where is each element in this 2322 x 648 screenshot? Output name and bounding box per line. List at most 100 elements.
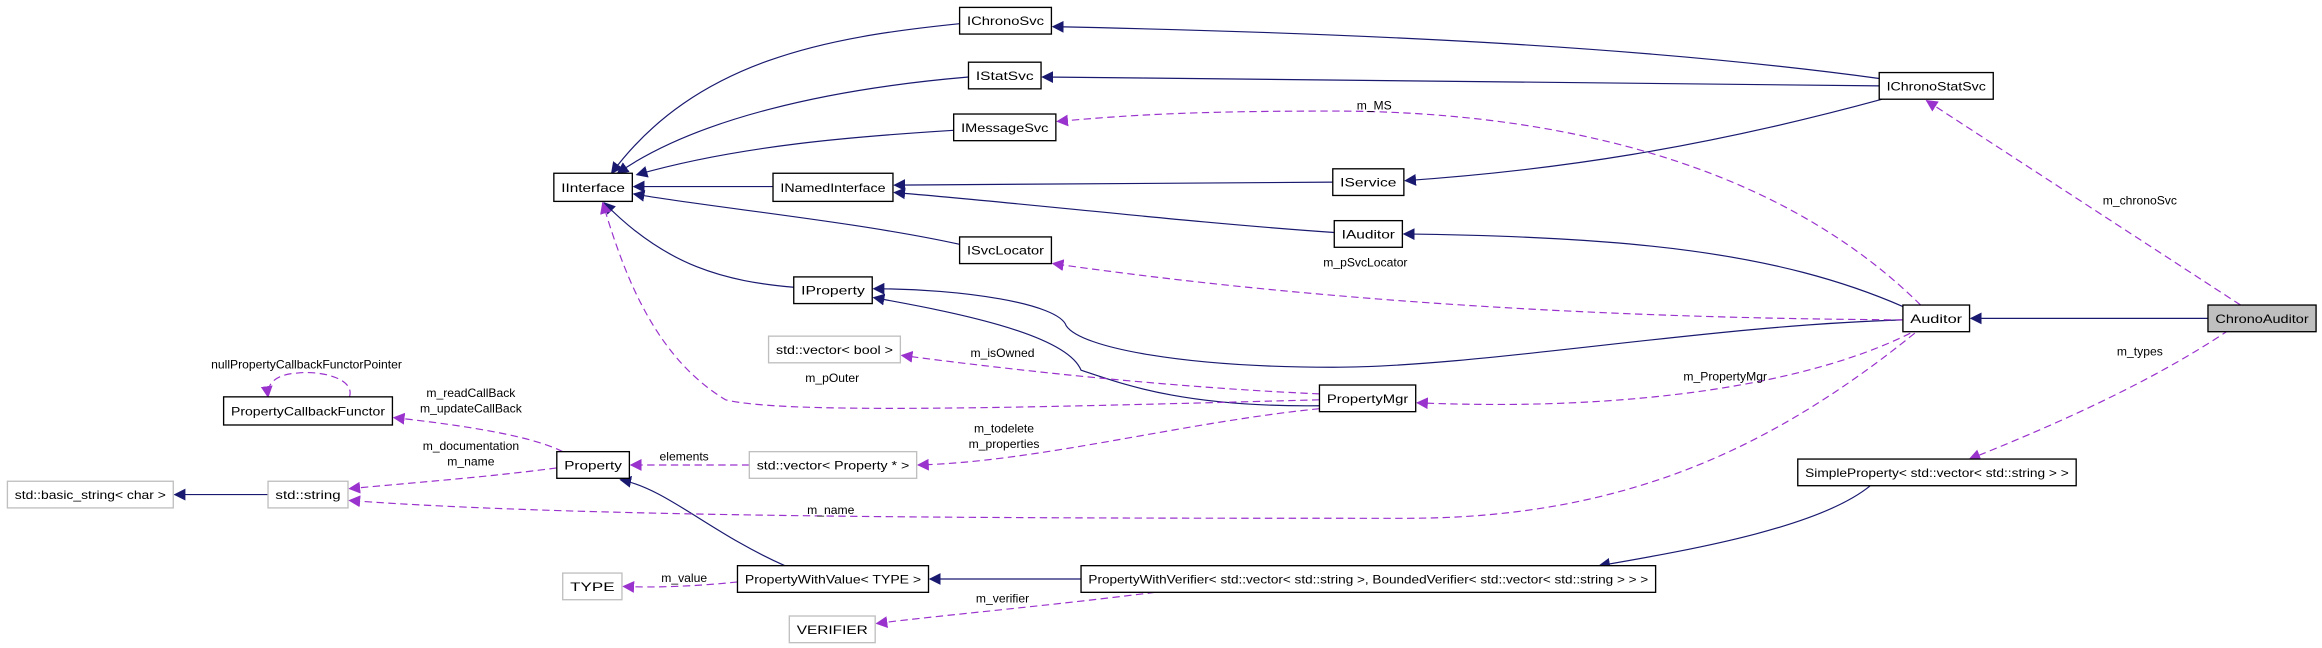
node-label: std::vector< bool > <box>776 343 893 357</box>
node-box <box>6 480 174 509</box>
inheritance-edge-isvclocator-to-iinterface <box>632 189 960 245</box>
node-vecbool: std::vector< bool > <box>767 335 902 364</box>
node-basicstring: std::basic_string< char > <box>6 480 174 509</box>
edge-label: m_chronoSvc <box>2103 193 2177 207</box>
node-isvclocator[interactable]: ISvcLocator <box>958 236 1053 265</box>
node-propertywithverifier[interactable]: PropertyWithVerifier< std::vector< std::… <box>1080 565 1657 593</box>
node-iauditor[interactable]: IAuditor <box>1333 219 1404 248</box>
edge-label: m_PropertyMgr <box>1683 370 1767 384</box>
node-iservice[interactable]: IService <box>1332 168 1405 197</box>
usage-edge-auditor-to-propertymgr <box>1416 332 1911 410</box>
node-propertywithvalue[interactable]: PropertyWithValue< TYPE > <box>736 565 930 593</box>
edge-label: m_readCallBack <box>426 386 516 400</box>
node-propertymgr[interactable]: PropertyMgr <box>1318 384 1417 413</box>
node-box <box>1333 219 1404 248</box>
node-label: Property <box>564 458 623 472</box>
node-property[interactable]: Property <box>556 450 631 479</box>
nodes-layer: IChronoSvc IStatSvc IMessageSvc IInterface I… <box>6 6 2317 644</box>
node-propertycallbackfunctor[interactable]: PropertyCallbackFunctor <box>222 396 394 426</box>
node-box <box>958 6 1053 35</box>
node-box <box>1318 384 1417 413</box>
inheritance-edge-auditor-to-iproperty <box>872 282 1903 368</box>
node-imessagesvc[interactable]: IMessageSvc <box>953 113 1057 142</box>
edge-label: m_name <box>447 455 494 469</box>
usage-edge-auditor-to-imessagesvc <box>1056 110 1922 306</box>
node-label: IProperty <box>801 284 866 298</box>
node-iproperty[interactable]: IProperty <box>793 276 873 305</box>
usage-edge-auditor-to-isvclocator <box>1051 259 1903 321</box>
inheritance-edge-istatsvc-to-iinterface <box>616 76 969 174</box>
node-label: IAuditor <box>1342 227 1395 241</box>
node-verifier: VERIFIER <box>788 615 876 644</box>
edge-label: m_updateCallBack <box>420 401 523 415</box>
node-label: PropertyWithVerifier< std::vector< std::… <box>1088 572 1648 586</box>
node-box <box>2207 304 2317 333</box>
edge-label: m_types <box>2117 344 2163 358</box>
node-label: std::string <box>275 488 340 502</box>
edge-label: m_documentation <box>423 439 519 453</box>
inheritance-edge-ichronostatsvc-to-iservice <box>1404 98 1883 186</box>
node-label: PropertyCallbackFunctor <box>231 404 385 418</box>
inheritance-edge-imessagesvc-to-iinterface <box>635 129 954 178</box>
usage-edge-chronoauditor-to-ichronostatsvc <box>1925 100 2241 306</box>
usage-edge-propertymgr-to-vecbool <box>900 350 1320 395</box>
node-auditor[interactable]: Auditor <box>1902 304 1971 333</box>
node-iinterface[interactable]: IInterface <box>553 172 633 203</box>
inheritance-edge-iservice-to-inamedinterface <box>893 179 1333 191</box>
edge-label: nullPropertyCallbackFunctorPointer <box>211 358 402 372</box>
inheritance-edge-simpleproperty-to-propertywithverifier <box>1598 485 1871 570</box>
node-box <box>958 236 1053 265</box>
node-box <box>967 61 1042 90</box>
edge-label: m_todelete <box>974 421 1034 435</box>
node-box <box>556 450 631 479</box>
node-ichronosvc[interactable]: IChronoSvc <box>958 6 1053 35</box>
node-ichronostatsvc[interactable]: IChronoStatSvc <box>1878 71 1994 100</box>
node-label: INamedInterface <box>780 181 885 195</box>
node-box <box>1080 565 1657 593</box>
edge-label: m_value <box>661 571 707 585</box>
node-inamedinterface[interactable]: INamedInterface <box>772 172 894 203</box>
inheritance-edge-propertywithvalue-to-property <box>619 476 786 567</box>
node-label: IChronoSvc <box>967 14 1044 28</box>
node-istatsvc[interactable]: IStatSvc <box>967 61 1042 90</box>
node-box <box>553 172 633 203</box>
usage-edge-propertymgr-to-iinterface <box>600 201 1320 409</box>
usage-edge-chronoauditor-to-simpleproperty <box>1968 329 2230 461</box>
usage-edge-propertycallbackfunctor-to-propertycallbackfunctor <box>260 371 351 399</box>
inheritance-edge-iproperty-to-iinterface <box>603 202 794 288</box>
edge-label: m_name <box>807 503 854 517</box>
inheritance-edge-propertymgr-to-iproperty <box>872 293 1320 407</box>
node-box <box>788 615 876 644</box>
node-box <box>1797 458 2077 487</box>
node-box <box>736 565 930 593</box>
node-box <box>267 480 349 509</box>
edge-label: elements <box>660 450 709 464</box>
node-type: TYPE <box>562 572 623 601</box>
node-box <box>1332 168 1405 197</box>
node-label: std::basic_string< char > <box>15 488 166 502</box>
edge-label: m_isOwned <box>971 346 1035 360</box>
node-box <box>772 172 894 203</box>
node-label: Auditor <box>1910 312 1962 326</box>
node-box <box>793 276 873 305</box>
node-box <box>748 450 918 479</box>
node-label: IChronoStatSvc <box>1887 79 1986 93</box>
node-box <box>767 335 902 364</box>
edge-label: m_verifier <box>976 592 1029 606</box>
node-chronoauditor[interactable]: ChronoAuditor <box>2207 304 2317 333</box>
node-label: VERIFIER <box>797 623 868 637</box>
edge-label: m_properties <box>969 437 1040 451</box>
usage-edge-propertywithverifier-to-verifier <box>875 591 1156 628</box>
node-label: ISvcLocator <box>967 244 1044 258</box>
inheritance-edge-ichronosvc-to-iinterface <box>610 23 960 175</box>
node-label: std::vector< Property * > <box>757 458 910 472</box>
edge-label: m_MS <box>1357 99 1392 113</box>
usage-edge-propertymgr-to-vecproperty <box>916 408 1320 471</box>
node-box <box>1902 304 1971 333</box>
usage-edge-auditor-to-stdstring <box>348 332 1916 519</box>
node-simpleproperty[interactable]: SimpleProperty< std::vector< std::string… <box>1797 458 2077 487</box>
node-label: IStatSvc <box>976 69 1034 83</box>
node-stdstring: std::string <box>267 480 349 509</box>
inheritance-edge-auditor-to-iauditor <box>1402 228 1904 308</box>
